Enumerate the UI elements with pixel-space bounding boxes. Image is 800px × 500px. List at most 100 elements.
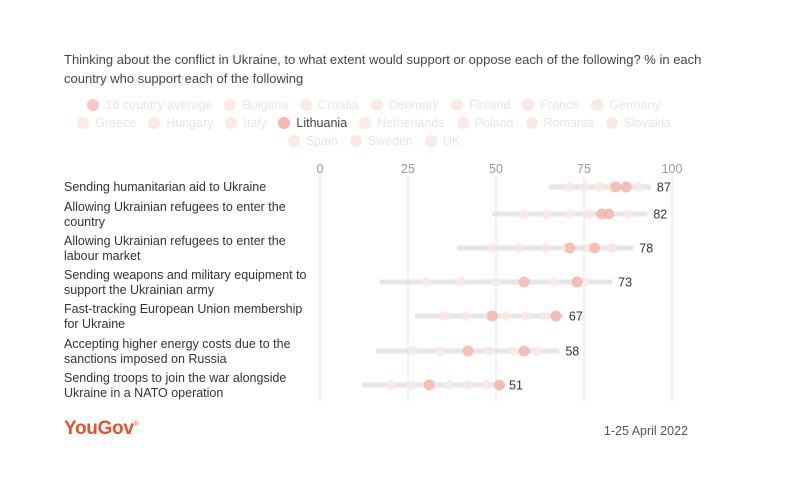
country-dot: [481, 380, 492, 390]
value-label: 82: [653, 208, 667, 222]
legend-label: France: [540, 98, 580, 112]
legend-item[interactable]: Poland: [456, 116, 514, 130]
lithuania-dot: [494, 379, 506, 391]
legend: 16 country average Bulgaria Croatia Denmark…: [64, 96, 684, 150]
legend-label: Lithuania: [296, 116, 348, 130]
lithuania-dot: [571, 276, 583, 288]
average-dot: [518, 276, 530, 288]
value-label: 87: [657, 181, 671, 195]
average-dot: [423, 379, 435, 391]
average-dot: [610, 181, 622, 193]
legend-item[interactable]: Spain: [287, 134, 338, 148]
legend-item[interactable]: UK: [424, 134, 460, 148]
country-dot: [501, 311, 512, 321]
country-dot: [564, 209, 575, 219]
value-label: 51: [509, 379, 523, 393]
country-dot: [421, 277, 432, 287]
legend-swatch: [87, 99, 100, 111]
value-label: 78: [639, 242, 653, 256]
country-dot: [508, 346, 519, 356]
country-dot: [564, 182, 575, 192]
legend-item[interactable]: 16 country average: [87, 98, 212, 112]
legend-item[interactable]: Hungary: [148, 116, 213, 130]
legend-label: Denmark: [388, 98, 440, 112]
country-dot: [520, 311, 531, 321]
average-dot: [462, 345, 474, 357]
x-tick-label: 25: [401, 162, 415, 176]
legend-item[interactable]: Greece: [77, 116, 136, 130]
x-tick-label: 75: [577, 162, 591, 176]
country-dot: [461, 311, 472, 321]
legend-swatch: [77, 117, 90, 129]
country-dot: [540, 311, 551, 321]
category-label: Sending troops to join the war alongside…: [64, 371, 287, 400]
yougov-logo: YouGov®: [64, 418, 139, 439]
category-label: Accepting higher energy costs due to the…: [64, 337, 291, 366]
legend-label: Netherlands: [377, 116, 445, 130]
legend-swatch: [148, 117, 161, 129]
country-dot: [456, 277, 467, 287]
legend-swatch: [605, 117, 618, 129]
legend-label: Germany: [609, 98, 661, 112]
date-range: 1-25 April 2022: [603, 424, 688, 438]
country-dot: [633, 182, 644, 192]
legend-swatch: [522, 99, 535, 111]
legend-label: Sweden: [367, 134, 413, 148]
legend-item[interactable]: Bulgaria: [224, 98, 288, 112]
country-dot: [513, 243, 524, 253]
country-dot: [518, 209, 529, 219]
country-dot: [491, 277, 501, 287]
legend-label: 16 country average: [105, 98, 213, 112]
legend-item[interactable]: Romania: [525, 116, 594, 130]
legend-item[interactable]: Germany: [591, 98, 661, 112]
lithuania-dot: [603, 208, 615, 220]
legend-item[interactable]: Netherlands: [359, 116, 445, 130]
legend-item[interactable]: Denmark: [370, 98, 440, 112]
legend-swatch: [359, 117, 372, 129]
country-dot: [385, 380, 396, 390]
category-label: Allowing Ukrainian refugees to enter the…: [64, 234, 286, 263]
country-dot: [407, 346, 418, 356]
legend-label: Italy: [243, 116, 267, 130]
legend-item[interactable]: France: [522, 98, 579, 112]
legend-swatch: [456, 117, 469, 129]
category-label: Sending weapons and military equipment t…: [64, 268, 307, 297]
legend-item[interactable]: Italy: [225, 116, 266, 130]
lithuania-dot: [589, 242, 601, 254]
legend-swatch: [349, 135, 362, 147]
country-dot: [435, 346, 446, 356]
legend-item[interactable]: Lithuania: [278, 116, 347, 130]
legend-swatch: [224, 99, 237, 111]
legend-item[interactable]: Croatia: [300, 98, 359, 112]
country-dot: [540, 243, 551, 253]
legend-label: Greece: [95, 116, 137, 130]
legend-row: Greece Hungary Italy Lithuania Netherlands Po…: [64, 114, 684, 132]
country-dot: [607, 243, 618, 253]
country-dot: [487, 243, 498, 253]
country-dot: [623, 209, 634, 219]
legend-label: Poland: [474, 116, 514, 130]
country-dot: [462, 380, 473, 390]
lithuania-dot: [518, 345, 530, 357]
value-label: 58: [565, 345, 579, 359]
legend-swatch: [451, 99, 464, 111]
country-dot: [541, 209, 552, 219]
value-label: 67: [569, 310, 583, 324]
legend-label: Romania: [543, 116, 594, 130]
chart-title: Thinking about the conflict in Ukraine, …: [64, 52, 702, 86]
legend-swatch: [225, 117, 238, 129]
legend-row: Spain Sweden UK: [64, 132, 684, 150]
legend-item[interactable]: Finland: [451, 98, 510, 112]
legend-swatch: [300, 99, 313, 111]
country-dot: [444, 380, 455, 390]
x-tick-label: 100: [662, 162, 683, 176]
legend-item[interactable]: Slovakia: [605, 116, 671, 130]
legend-label: Hungary: [166, 116, 214, 130]
country-dot: [549, 277, 560, 287]
country-dot: [579, 182, 590, 192]
legend-item[interactable]: Sweden: [349, 134, 413, 148]
lithuania-dot: [620, 181, 632, 193]
legend-swatch: [287, 135, 300, 147]
legend-swatch: [370, 99, 383, 111]
